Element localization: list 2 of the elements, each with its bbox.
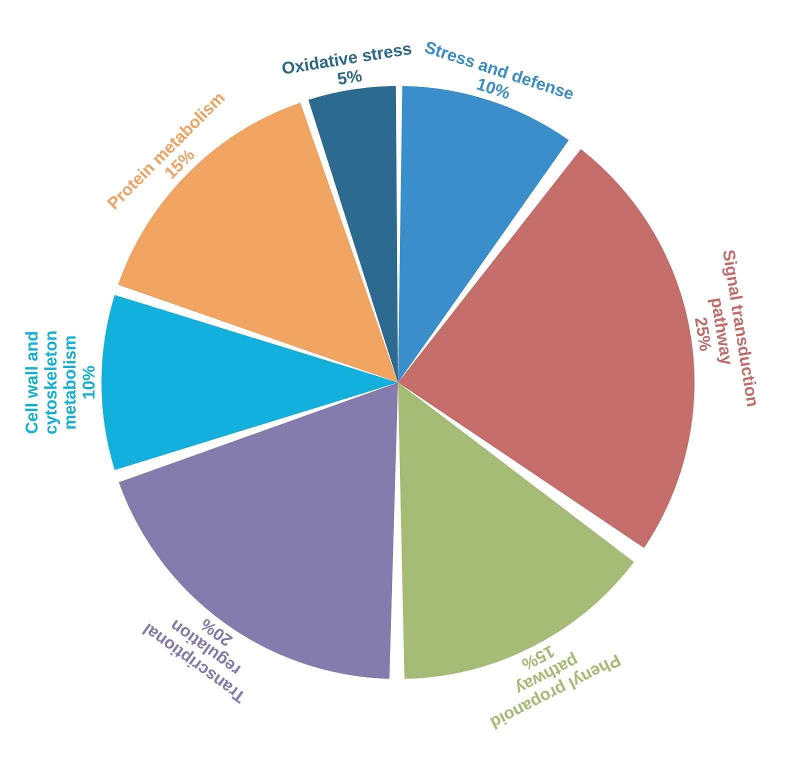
slice-label: Cell wall and cytoskeleton metabolism [22, 330, 80, 434]
data-label: 10% [80, 365, 99, 400]
